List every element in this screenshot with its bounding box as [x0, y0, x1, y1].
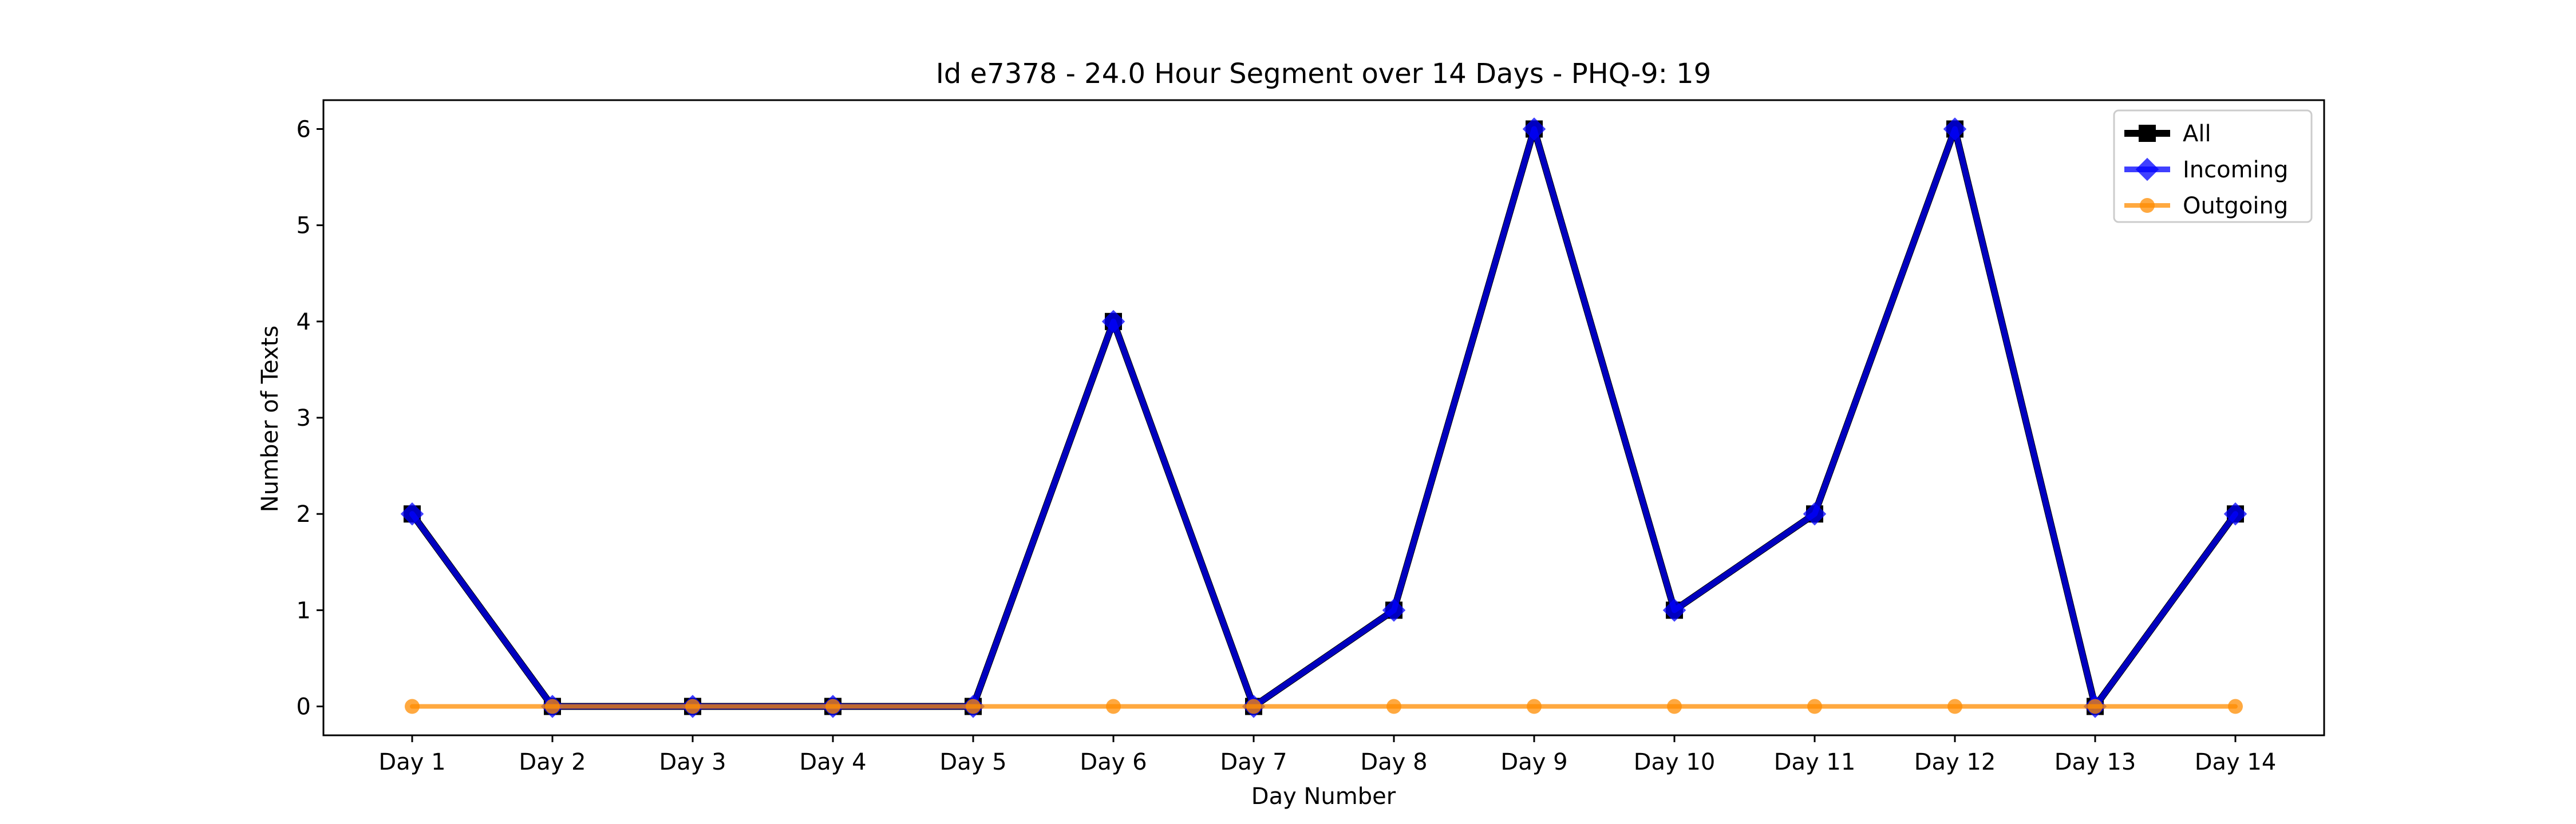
x-tick-label: Day 9: [1500, 749, 1567, 775]
y-tick-label: 6: [297, 116, 311, 142]
data-point-outgoing: [2088, 699, 2103, 714]
y-tick-label: 1: [297, 597, 311, 624]
data-point-outgoing: [1246, 699, 1261, 714]
x-tick-label: Day 14: [2195, 749, 2277, 775]
x-tick-label: Day 11: [1774, 749, 1856, 775]
x-tick-label: Day 2: [519, 749, 586, 775]
chart-title: Id e7378 - 24.0 Hour Segment over 14 Day…: [936, 58, 1711, 90]
plot-area: 0 1 2 3 4 5 6 Day 1 Day 2 Day 3 Day 4 Day 5 Day 6 Day…: [297, 99, 2325, 775]
x-tick-label: Day 8: [1360, 749, 1427, 775]
x-tick-label: Day 10: [1634, 749, 1716, 775]
x-tick-label: Day 12: [1914, 749, 1996, 775]
legend-marker-all: [2139, 125, 2156, 142]
y-tick-label: 4: [297, 309, 311, 335]
x-axis-label: Day Number: [1251, 783, 1396, 810]
y-tick-label: 3: [297, 405, 311, 431]
y-axis-label: Number of Texts: [257, 326, 283, 512]
data-point-outgoing: [405, 699, 420, 714]
y-tick-label: 2: [297, 501, 311, 528]
data-point-outgoing: [825, 699, 840, 714]
y-tick-label: 0: [297, 694, 311, 720]
y-tick-label: 5: [297, 213, 311, 239]
data-point-outgoing: [1947, 699, 1962, 714]
data-point-outgoing: [685, 699, 700, 714]
legend-box: [2113, 109, 2313, 223]
data-point-outgoing: [545, 699, 560, 714]
data-point-outgoing: [1807, 699, 1822, 714]
data-point-outgoing: [966, 699, 981, 714]
legend-label-all: All: [2183, 121, 2211, 147]
data-point-incoming: [1662, 599, 1686, 622]
data-point-outgoing: [1527, 699, 1542, 714]
data-point-incoming: [1522, 117, 1546, 141]
x-tick-label: Day 7: [1220, 749, 1287, 775]
x-tick-label: Day 13: [2055, 749, 2136, 775]
x-tick-label: Day 6: [1080, 749, 1147, 775]
data-point-incoming: [1101, 310, 1125, 334]
x-tick-label: Day 1: [378, 749, 445, 775]
data-point-incoming: [1803, 502, 1827, 526]
x-tick-label: Day 3: [659, 749, 726, 775]
data-point-outgoing: [2228, 699, 2243, 714]
x-tick-label: Day 5: [939, 749, 1006, 775]
legend-marker-outgoing: [2140, 198, 2155, 213]
legend-marker-incoming: [2135, 157, 2159, 181]
legend: All Incoming Outgoing: [2113, 109, 2313, 223]
data-point-incoming: [1382, 599, 1406, 622]
data-point-incoming: [2223, 502, 2247, 526]
data-point-outgoing: [1667, 699, 1682, 714]
data-point-outgoing: [1106, 699, 1121, 714]
legend-label-outgoing: Outgoing: [2183, 193, 2288, 219]
data-point-incoming: [1943, 117, 1967, 141]
legend-label-incoming: Incoming: [2183, 157, 2288, 183]
data-point-outgoing: [1386, 699, 1401, 714]
x-tick-label: Day 4: [799, 749, 866, 775]
data-point-incoming: [400, 502, 424, 526]
